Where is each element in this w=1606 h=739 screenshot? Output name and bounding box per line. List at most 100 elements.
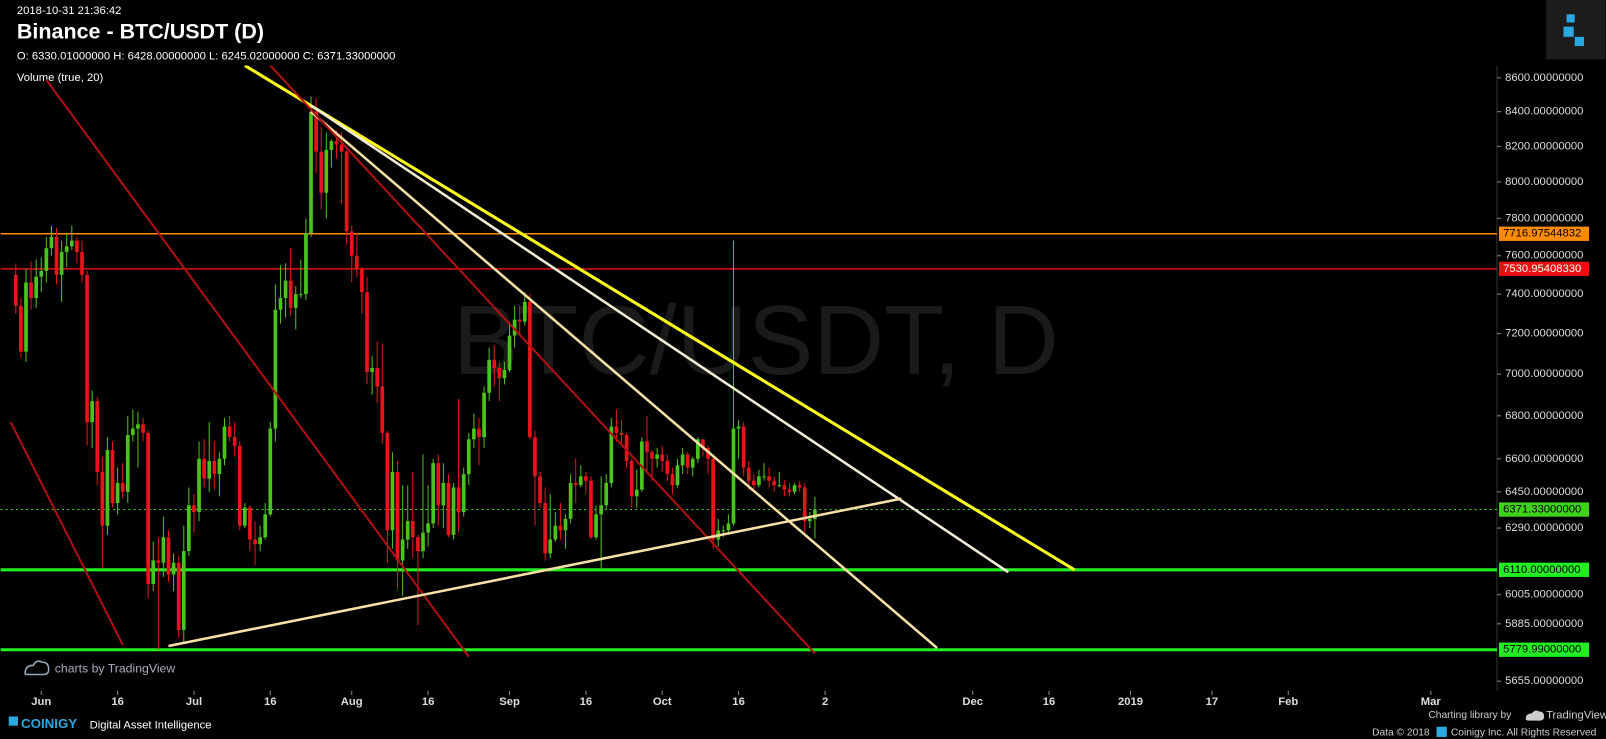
candle-body [807, 518, 812, 522]
candle-body [90, 401, 95, 423]
candle-body [777, 485, 782, 487]
candle-body [680, 454, 685, 466]
candle-body [589, 480, 593, 538]
candle-body [171, 562, 176, 575]
indicator-label: Volume (true, 20) [17, 72, 104, 84]
x-tick-label: Mar [1421, 696, 1442, 708]
candle-body [787, 489, 792, 492]
x-tick-label: 16 [264, 696, 277, 708]
candle-body [360, 269, 364, 293]
candle-body [543, 503, 547, 554]
price-label-box [1499, 226, 1590, 241]
candle-body [517, 319, 522, 322]
candle-body [304, 233, 308, 295]
x-tick-label: 16 [422, 696, 435, 708]
candle-body [466, 439, 471, 475]
candle-body [497, 367, 502, 379]
candle-body [451, 487, 456, 535]
axes: 8600.00000000 8400.00000000 8200.00000000 8… [31, 72, 1590, 708]
candle-body [446, 482, 451, 535]
candle-body [370, 367, 374, 373]
candle-body [426, 523, 430, 533]
candle-body [558, 525, 563, 531]
timestamp: 2018-10-31 21:36:42 [17, 5, 121, 17]
candle-body [436, 463, 441, 506]
candle-body [365, 292, 369, 373]
candle-body [309, 111, 313, 234]
price-label: 5779.99000000 [1503, 644, 1581, 656]
candle-body [54, 236, 59, 275]
candle-body [522, 301, 527, 322]
candle-body [253, 539, 257, 545]
candle-body [568, 482, 573, 519]
candle-body [645, 441, 649, 453]
candle-body [538, 476, 542, 504]
candle-body [80, 251, 84, 275]
candle-body [176, 562, 181, 630]
candle-body [125, 434, 130, 492]
candle-body [736, 426, 741, 429]
candle-body [578, 476, 583, 486]
candle-body [44, 248, 49, 271]
candle-body [243, 507, 247, 526]
y-tick-label: 5885.00000000 [1505, 618, 1583, 630]
candle-body [548, 539, 553, 554]
candle-body [24, 282, 28, 352]
candle-body [696, 439, 700, 459]
candle-body [156, 560, 161, 563]
library-credit: Charting library by [1428, 710, 1512, 721]
candle-body [629, 460, 634, 497]
candle-body [492, 359, 497, 368]
x-tick-label: Dec [962, 696, 983, 708]
x-tick-label: 17 [1206, 696, 1219, 708]
candle-body [614, 426, 619, 433]
candle-body [690, 458, 695, 468]
candle-body [166, 537, 171, 575]
candle-body [59, 251, 64, 275]
candle-body [339, 144, 344, 152]
plot-area [0, 65, 1497, 658]
candle-body [441, 482, 446, 506]
y-tick-label: 6290.00000000 [1505, 522, 1583, 534]
candle-body [237, 445, 242, 526]
candle-body [782, 485, 787, 490]
y-tick-label: 7000.00000000 [1505, 368, 1583, 380]
candle-body [405, 521, 410, 540]
candle-body [232, 437, 237, 446]
x-tick-label: Jun [31, 696, 51, 708]
candle-body [792, 485, 797, 492]
candle-body [95, 401, 100, 472]
candle-body [599, 505, 603, 515]
candle-body [746, 467, 751, 481]
candle-body [711, 458, 715, 540]
candle-body [721, 530, 726, 532]
y-tick-label: 5655.00000000 [1505, 675, 1583, 687]
ohlc-legend: O: 6330.01000000 H: 6428.00000000 L: 624… [17, 50, 395, 62]
x-tick-label: Jul [186, 696, 202, 708]
candle-body [487, 359, 492, 393]
candle-body [762, 476, 766, 478]
candle-body [217, 458, 222, 475]
candle-body [293, 294, 298, 308]
candle-body [685, 454, 690, 468]
candle-body [665, 460, 670, 475]
candle-body [741, 426, 746, 468]
candle-body [573, 482, 578, 486]
candle-body [675, 465, 680, 486]
x-tick-label: 2019 [1118, 696, 1143, 708]
candle-body [701, 439, 705, 448]
watermark: BTC/USDT, D [453, 285, 1059, 395]
candle-body [767, 476, 771, 481]
candle-body [212, 460, 217, 475]
candle-body [604, 482, 609, 506]
candle-body [619, 432, 624, 435]
candle-body [431, 463, 436, 524]
y-tick-label: 6600.00000000 [1505, 453, 1583, 465]
trend-line [269, 65, 816, 655]
candle-body [609, 426, 614, 483]
candle-body [283, 280, 288, 299]
price-label-box [1499, 261, 1590, 277]
y-tick-label: 6450.00000000 [1505, 486, 1583, 498]
